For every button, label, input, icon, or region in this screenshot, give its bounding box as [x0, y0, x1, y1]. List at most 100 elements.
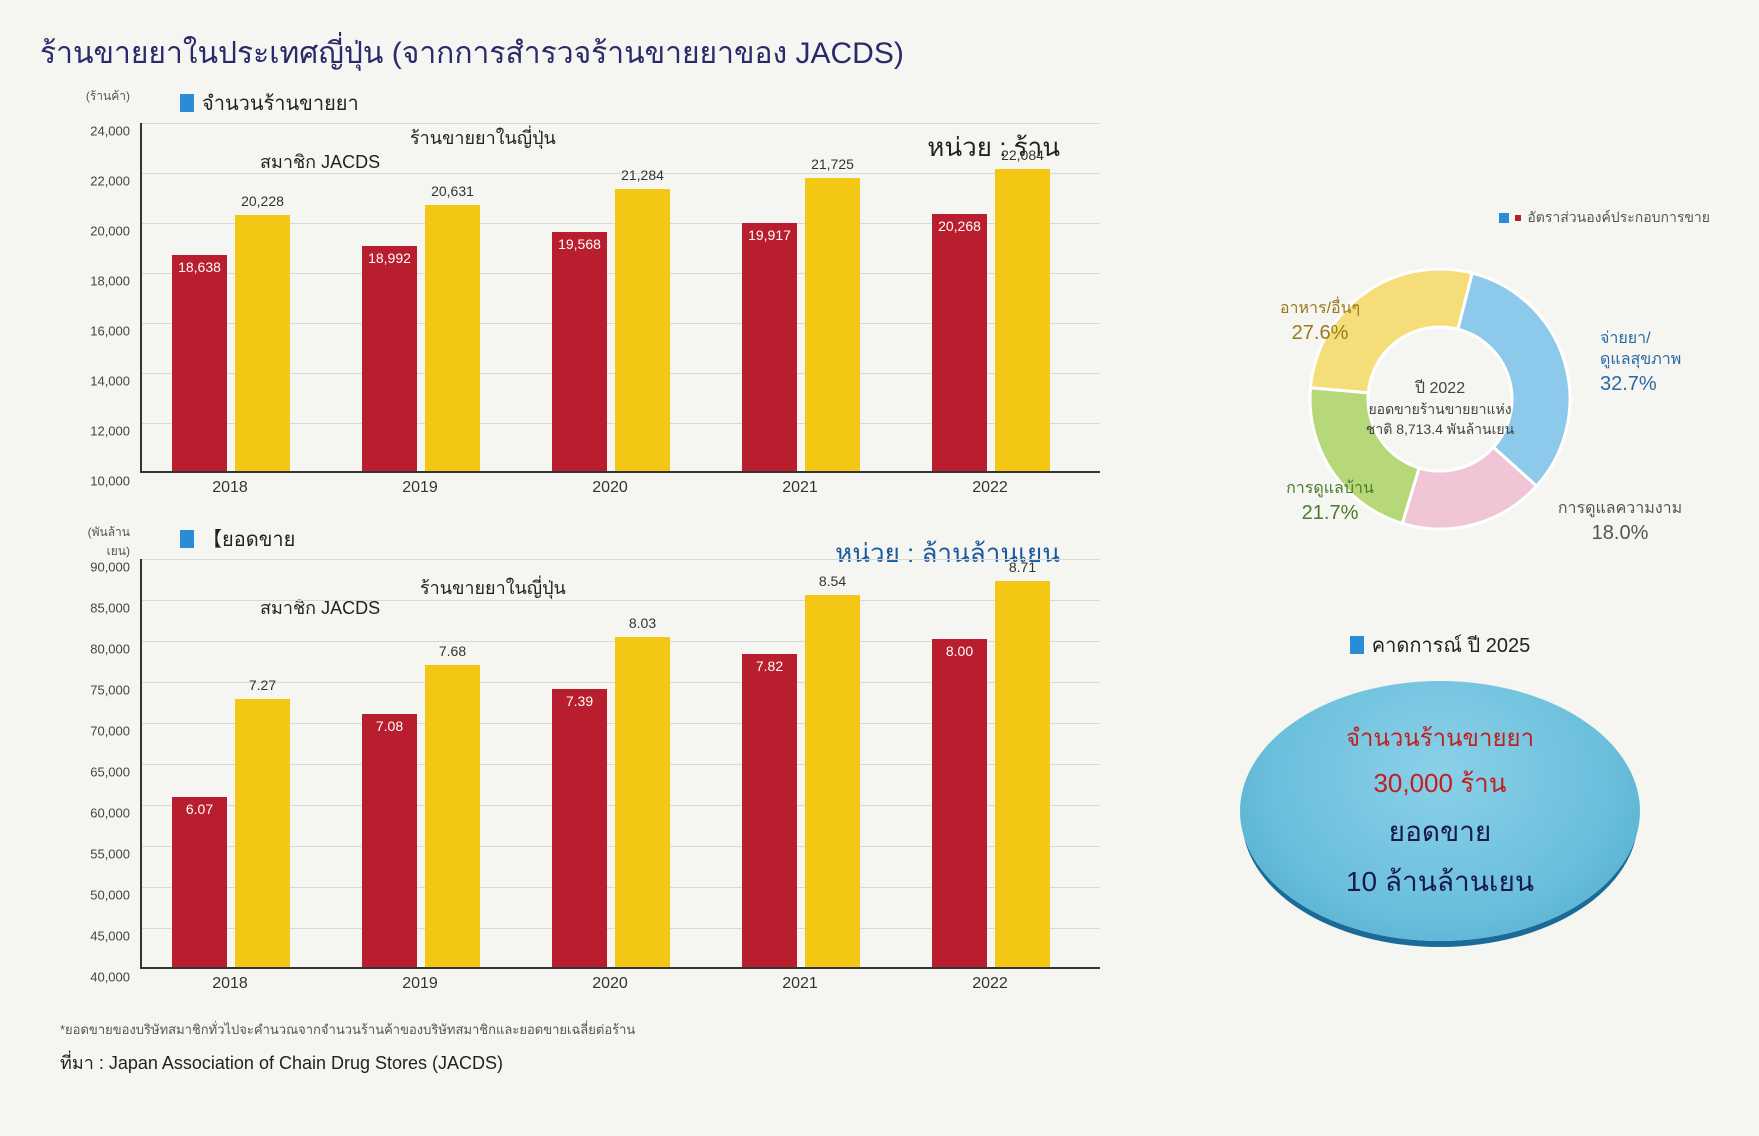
bar-value-label: 7.68 [425, 643, 480, 659]
bar-series-a: 18,992 [362, 246, 417, 471]
bar-series-b: 22,084 [995, 169, 1050, 471]
y-tick: 65,000 [70, 765, 130, 780]
bar-series-a: 6.07 [172, 797, 227, 967]
donut-slice-label: อาหาร/อื่นๆ27.6% [1250, 299, 1390, 346]
bar-series-b: 8.03 [615, 637, 670, 967]
y-tick: 80,000 [70, 642, 130, 657]
donut-slice-label: การดูแลความงาม18.0% [1550, 499, 1690, 546]
bar-value-label: 7.82 [742, 658, 797, 674]
page-title: ร้านขายยาในประเทศญี่ปุ่น (จากการสำรวจร้า… [40, 30, 1719, 77]
bar-series-b: 21,725 [805, 178, 860, 471]
bar-value-label: 6.07 [172, 801, 227, 817]
donut-center-line2: ยอดขายร้านขายยาแห่ง [1360, 401, 1520, 421]
donut-slice-label: การดูแลบ้าน21.7% [1260, 479, 1400, 526]
chart1-y-unit: (ร้านค้า) [80, 87, 130, 106]
forecast-oval: จำนวนร้านขายยา 30,000 ร้าน ยอดขาย 10 ล้า… [1240, 681, 1640, 941]
bar-series-a: 19,917 [742, 223, 797, 471]
bar-value-label: 8.03 [615, 615, 670, 631]
x-axis-label: 2020 [592, 975, 628, 993]
x-axis-label: 2022 [972, 975, 1008, 993]
bar-value-label: 7.27 [235, 677, 290, 693]
x-axis-label: 2018 [212, 479, 248, 497]
forecast-line2: 30,000 ร้าน [1373, 763, 1506, 804]
bar-series-b: 21,284 [615, 189, 670, 471]
legend-swatch-icon [180, 530, 194, 548]
bar-value-label: 20,228 [235, 193, 290, 209]
forecast-line1: จำนวนร้านขายยา [1346, 718, 1534, 757]
y-tick: 45,000 [70, 929, 130, 944]
y-tick: 10,000 [70, 474, 130, 489]
bar-value-label: 8.00 [932, 643, 987, 659]
donut-slice-label: จ่ายยา/ดูแลสุขภาพ32.7% [1600, 329, 1740, 397]
bar-series-b: 8.54 [805, 595, 860, 967]
bar-value-label: 8.54 [805, 573, 860, 589]
legend-swatch-icon [1350, 636, 1364, 654]
y-tick: 18,000 [70, 274, 130, 289]
footnote: *ยอดขายของบริษัทสมาชิกทั่วไปจะคำนวณจากจำ… [60, 1019, 1140, 1040]
donut-legend-row: อัตราส่วนองค์ประกอบการขาย [1170, 207, 1710, 229]
legend-swatch-icon [180, 94, 194, 112]
bar-series-a: 7.82 [742, 654, 797, 967]
y-tick: 22,000 [70, 174, 130, 189]
bar-value-label: 20,268 [932, 218, 987, 234]
x-axis-label: 2019 [402, 975, 438, 993]
bar-series-a: 19,568 [552, 232, 607, 471]
bar-series-b: 8.71 [995, 581, 1050, 967]
x-axis-label: 2020 [592, 479, 628, 497]
forecast-title: คาดการณ์ ปี 2025 [1372, 629, 1531, 661]
y-tick: 70,000 [70, 724, 130, 739]
donut-legend-label: อัตราส่วนองค์ประกอบการขาย [1527, 207, 1710, 229]
stores-chart: (ร้านค้า) จำนวนร้านขายยา หน่วย : ร้าน สม… [40, 87, 1140, 503]
y-tick: 60,000 [70, 806, 130, 821]
bar-value-label: 21,725 [805, 156, 860, 172]
bar-value-label: 7.39 [552, 693, 607, 709]
bar-series-a: 20,268 [932, 214, 987, 471]
bar-series-a: 7.08 [362, 714, 417, 967]
donut-center-line3: ชาติ 8,713.4 พันล้านเยน [1360, 420, 1520, 440]
y-tick: 90,000 [70, 560, 130, 575]
bar-value-label: 8.71 [995, 559, 1050, 575]
right-column: อัตราส่วนองค์ประกอบการขาย ปี 2022 ยอดขาย… [1170, 87, 1710, 1077]
x-axis-label: 2022 [972, 479, 1008, 497]
chart2-y-unit: (พันล้านเยน) [80, 523, 130, 561]
chart2-legend: 【ยอดขาย [202, 523, 295, 555]
bar-series-b: 20,228 [235, 215, 290, 471]
forecast-title-row: คาดการณ์ ปี 2025 [1170, 629, 1710, 661]
y-tick: 20,000 [70, 224, 130, 239]
forecast-line3: ยอดขาย [1389, 810, 1492, 854]
x-axis-label: 2021 [782, 975, 818, 993]
bar-value-label: 20,631 [425, 183, 480, 199]
bar-series-b: 7.27 [235, 699, 290, 967]
donut-chart: ปี 2022 ยอดขายร้านขายยาแห่ง ชาติ 8,713.4… [1230, 249, 1650, 569]
y-tick: 85,000 [70, 601, 130, 616]
y-tick: 75,000 [70, 683, 130, 698]
sales-chart: (พันล้านเยน) 【ยอดขาย หน่วย : ล้านล้านเยน… [40, 523, 1140, 999]
y-tick: 14,000 [70, 374, 130, 389]
x-axis-label: 2019 [402, 479, 438, 497]
bar-series-a: 18,638 [172, 255, 227, 471]
bar-value-label: 19,917 [742, 227, 797, 243]
y-tick: 24,000 [70, 124, 130, 139]
y-tick: 12,000 [70, 424, 130, 439]
donut-center-year: ปี 2022 [1360, 378, 1520, 400]
legend-swatch-icon [1499, 213, 1509, 223]
y-tick: 40,000 [70, 970, 130, 985]
chart1-legend: จำนวนร้านขายยา [202, 87, 359, 119]
x-axis-label: 2021 [782, 479, 818, 497]
forecast-line4: 10 ล้านล้านเยน [1346, 860, 1534, 904]
bar-value-label: 22,084 [995, 147, 1050, 163]
bar-series-b: 7.68 [425, 665, 480, 967]
bar-value-label: 19,568 [552, 236, 607, 252]
legend-swatch let-icon [1515, 215, 1521, 221]
y-tick: 55,000 [70, 847, 130, 862]
donut-center-text: ปี 2022 ยอดขายร้านขายยาแห่ง ชาติ 8,713.4… [1360, 378, 1520, 440]
left-column: (ร้านค้า) จำนวนร้านขายยา หน่วย : ร้าน สม… [40, 87, 1140, 1077]
bar-series-a: 7.39 [552, 689, 607, 967]
bar-value-label: 18,992 [362, 250, 417, 266]
bar-value-label: 18,638 [172, 259, 227, 275]
source-label: ที่มา : Japan Association of Chain Drug … [60, 1048, 1140, 1077]
y-tick: 50,000 [70, 888, 130, 903]
bar-series-a: 8.00 [932, 639, 987, 967]
bar-value-label: 7.08 [362, 718, 417, 734]
x-axis-label: 2018 [212, 975, 248, 993]
